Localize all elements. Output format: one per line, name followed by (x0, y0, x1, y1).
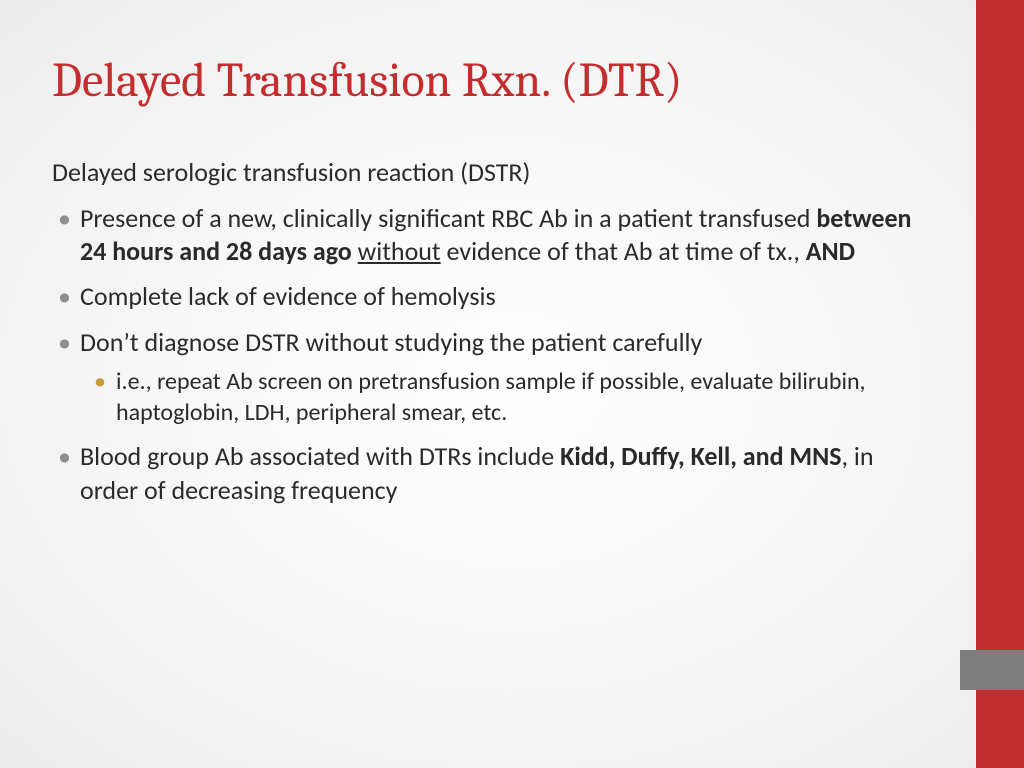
text-run: Complete lack of evidence of hemolysis (80, 280, 496, 312)
sub-bullet-list: i.e., repeat Ab screen on pretransfusion… (80, 367, 932, 428)
slide-content: Delayed serologic transfusion reaction (… (52, 156, 932, 507)
bullet-item: Presence of a new, clinically significan… (52, 202, 932, 269)
text-run: Don’t diagnose DSTR without studying the… (80, 326, 702, 358)
slide-title: Delayed Transfusion Rxn. (DTR) (52, 55, 954, 108)
slide-subtitle: Delayed serologic transfusion reaction (… (52, 156, 932, 188)
bullet-item: Complete lack of evidence of hemolysis (52, 280, 932, 313)
bullet-list: Presence of a new, clinically significan… (52, 202, 932, 507)
bullet-item: Don’t diagnose DSTR without studying the… (52, 326, 932, 429)
text-run: evidence of that Ab at time of tx., (441, 235, 806, 267)
text-run: i.e., repeat Ab screen on pretransfusion… (116, 367, 866, 427)
text-run: without (358, 235, 441, 267)
sub-bullet-item: i.e., repeat Ab screen on pretransfusion… (80, 367, 932, 428)
slide: Delayed Transfusion Rxn. (DTR) Delayed s… (0, 0, 1024, 768)
text-run: Kidd, Duffy, Kell, and MNS (560, 440, 841, 472)
text-run: AND (806, 235, 855, 267)
text-run: Presence of a new, clinically significan… (80, 202, 816, 234)
bullet-item: Blood group Ab associated with DTRs incl… (52, 440, 932, 507)
text-run: Blood group Ab associated with DTRs incl… (80, 440, 560, 472)
sidebar-gray-block (960, 650, 1024, 690)
